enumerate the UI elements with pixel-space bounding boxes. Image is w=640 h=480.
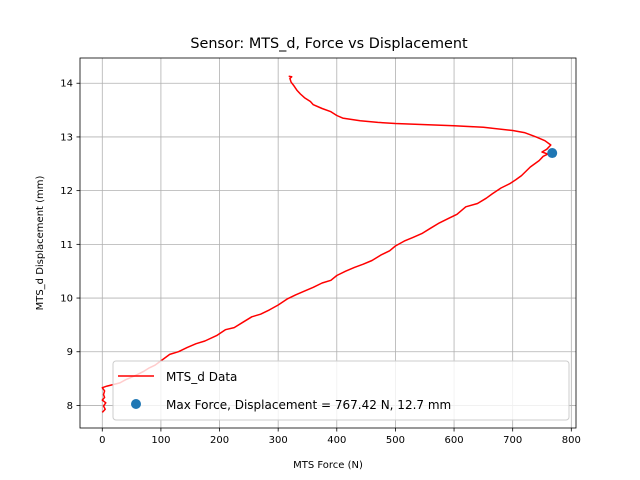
y-axis-label: MTS_d Displacement (mm) — [35, 175, 46, 310]
x-tick-label: 500 — [386, 435, 405, 446]
y-tick-label: 14 — [60, 79, 73, 90]
x-axis-label: MTS Force (N) — [293, 460, 363, 471]
x-tick-label: 300 — [269, 435, 288, 446]
y-tick-label: 11 — [60, 240, 73, 251]
x-tick-label: 100 — [151, 435, 170, 446]
legend-box — [112, 360, 570, 421]
y-tick-label: 10 — [60, 294, 73, 305]
x-tick-label: 800 — [562, 435, 581, 446]
x-tick-label: 0 — [99, 435, 105, 446]
y-tick-label: 9 — [67, 347, 73, 358]
axis-ticks: 0 100 200 300 400 500 600 700 800 8 9 10 11 12 13 14 — [60, 79, 581, 446]
legend-marker-swatch — [131, 399, 141, 409]
x-tick-label: 600 — [445, 435, 464, 446]
y-tick-label: 8 — [67, 401, 73, 412]
legend: MTS_d Data Max Force, Displacement = 767… — [112, 360, 570, 421]
legend-label-max: Max Force, Displacement = 767.42 N, 12.7… — [166, 398, 451, 412]
y-tick-label: 12 — [60, 186, 73, 197]
max-force-marker — [547, 148, 558, 159]
legend-label-data: MTS_d Data — [166, 370, 237, 384]
x-tick-label: 700 — [503, 435, 522, 446]
chart-title: Sensor: MTS_d, Force vs Displacement — [190, 36, 468, 52]
axes-frame — [79, 57, 577, 429]
y-tick-label: 13 — [60, 132, 73, 143]
x-tick-label: 400 — [327, 435, 346, 446]
x-tick-label: 200 — [210, 435, 229, 446]
